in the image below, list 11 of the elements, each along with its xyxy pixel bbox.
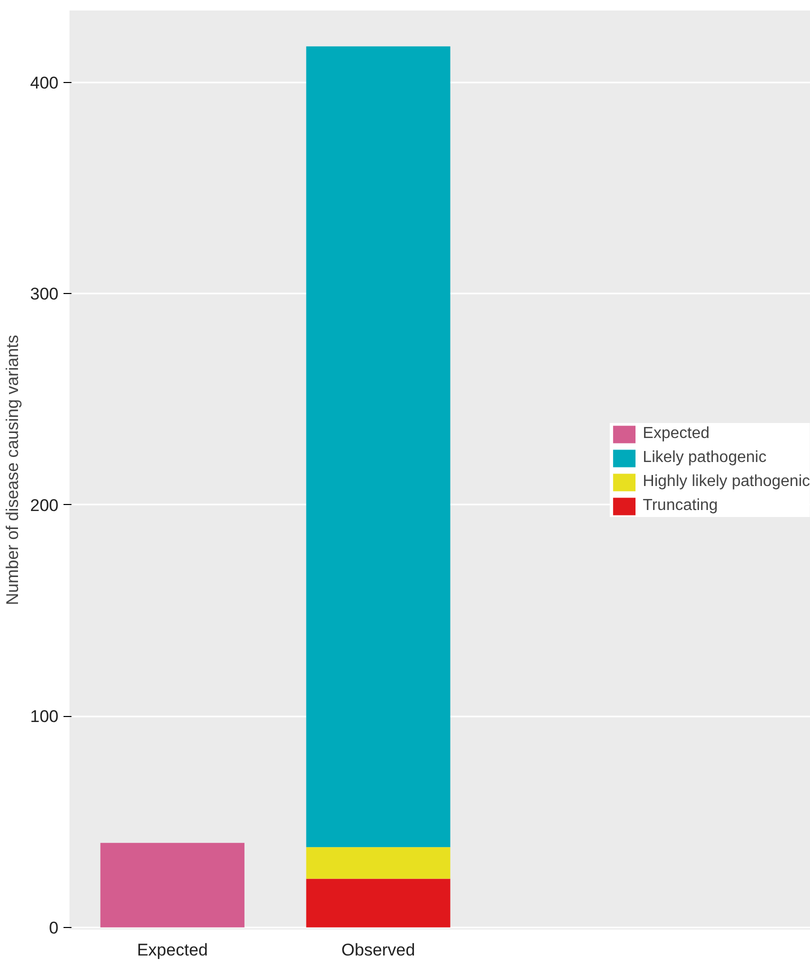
legend-label: Expected — [642, 424, 710, 442]
y-tick-label: 0 — [49, 918, 59, 938]
y-axis-title: Number of disease causing variants — [3, 334, 22, 606]
y-tick-label: 200 — [30, 496, 59, 515]
legend-label: Highly likely pathogenic — [642, 472, 810, 490]
y-tick-label: 300 — [30, 284, 59, 304]
y-tick-label: 100 — [30, 707, 59, 726]
y-tick-label: 400 — [30, 73, 59, 92]
legend-label: Truncating — [642, 496, 718, 514]
legend-label: Likely pathogenic — [642, 448, 766, 466]
x-tick-label: Observed — [341, 940, 416, 960]
